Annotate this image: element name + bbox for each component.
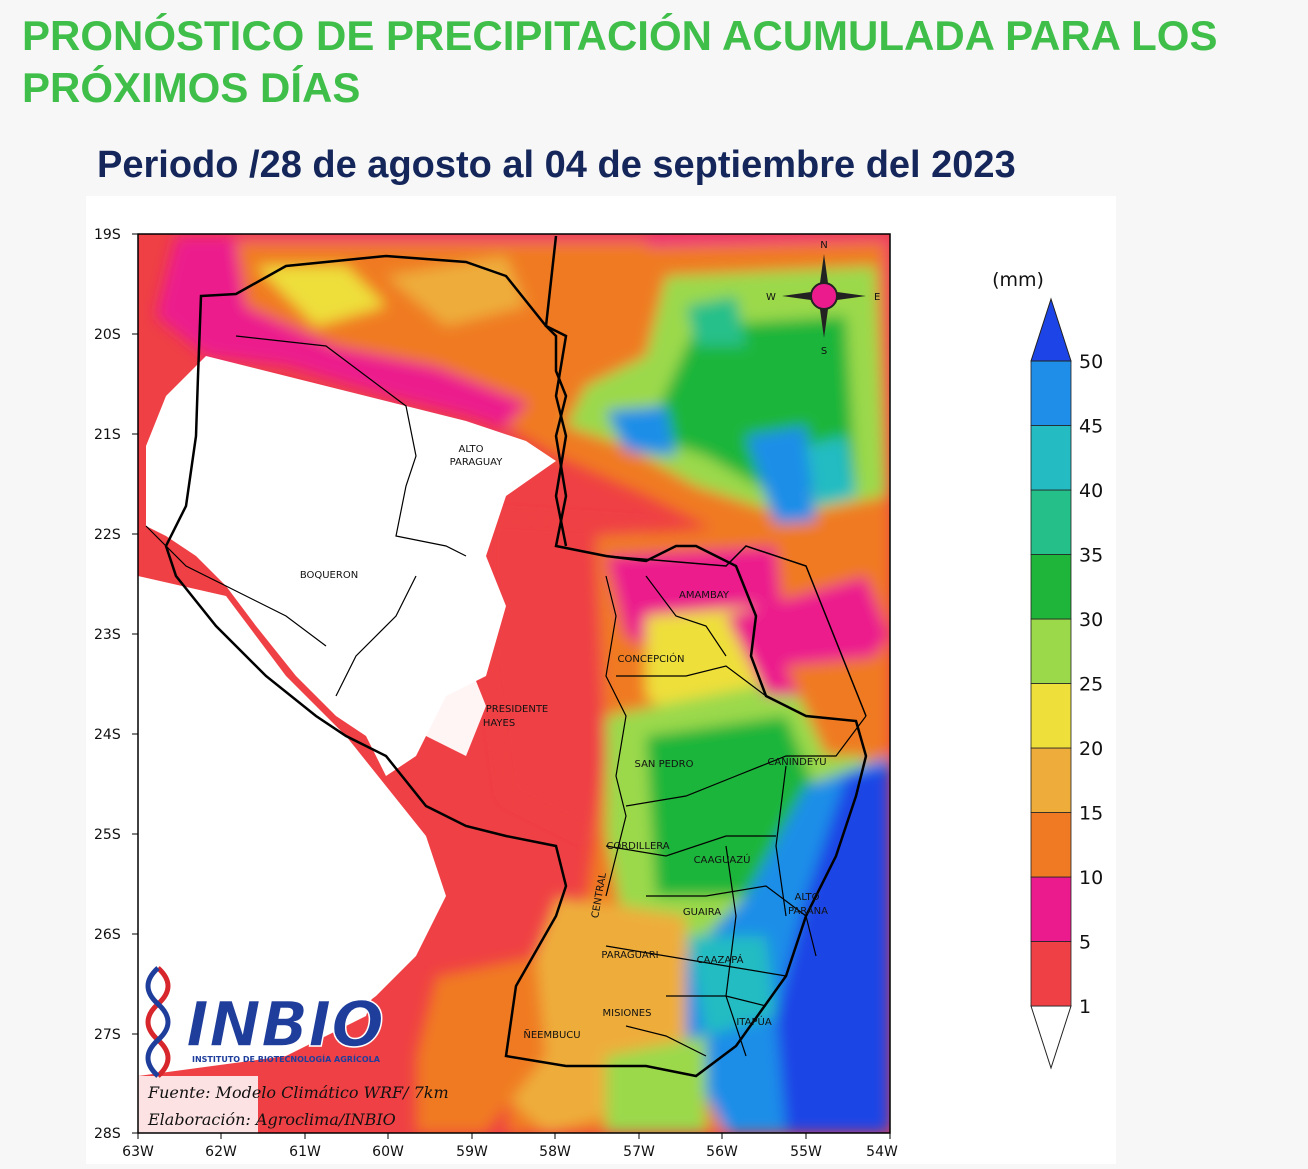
lat-tick-label: 19S [94,227,121,243]
legend-swatch [1030,360,1072,426]
dept-label-guaira: GUAIRA [683,907,721,918]
dept-label-paraguari: PARAGUARI [601,950,658,961]
lon-tick-label: 55W [790,1144,822,1160]
compass-n-label: N [820,240,827,251]
legend-tick-label: 40 [1079,480,1103,502]
legend-tick-label: 35 [1079,545,1103,567]
legend-tick-label: 15 [1079,803,1103,825]
compass-center-icon [810,282,838,310]
dept-label-canindeyu: CANINDEYU [767,757,826,768]
page-title: PRONÓSTICO DE PRECIPITACIÓN ACUMULADA PA… [22,12,1218,111]
dept-label-caaguazu: CAAGUAZÚ [694,853,751,866]
lat-tick-label: 26S [94,927,121,943]
lat-tick-label: 24S [94,727,121,743]
dna-helix-icon [145,966,171,1078]
dept-label-presidente-hayes: PRESIDENTE HAYES [483,704,548,729]
longitude-ticks: 63W 62W 61W 60W 59W 58W 57W 56W 55W 54W [122,1133,898,1160]
lon-tick-label: 63W [122,1144,154,1160]
legend-swatch [1030,489,1072,555]
legend-swatch [1030,554,1072,620]
source-credit: Fuente: Modelo Climático WRF/ 7km [147,1083,449,1102]
compass-north-needle-icon [819,254,829,290]
precipitation-field [138,234,890,1133]
legend-tick-label: 20 [1079,738,1103,760]
borders [145,235,868,1078]
dept-label-boqueron: BOQUERON [300,570,358,581]
dept-label-amambay: AMAMBAY [679,590,730,601]
compass-south-needle-icon [819,302,829,338]
inbio-logo-subtitle: INSTITUTO DE BIOTECNOLOGÍA AGRÍCOLA [192,1053,381,1064]
legend-tick-label: 5 [1079,932,1091,954]
legend-below-min-arrow [1030,1005,1072,1070]
dept-label-caazapa: CAAZAPÁ [697,953,744,966]
lon-tick-label: 54W [866,1144,898,1160]
period-subtitle: Periodo /28 de agosto al 04 de septiembr… [97,144,1016,186]
legend-tick-label: 1 [1079,996,1091,1018]
legend-tick-label: 30 [1079,609,1103,631]
legend-tick-label: 25 [1079,674,1103,696]
lat-tick-label: 27S [94,1027,121,1043]
department-labels: ALTO PARAGUAY BOQUERON PRESIDENTE HAYES AM… [300,444,828,1041]
plot-frame [137,233,891,1134]
compass-s-label: S [821,346,827,357]
dept-label-alto-parana: ALTO PARANA [788,892,828,917]
legend-tick-label: 50 [1079,351,1103,373]
legend-swatch [1030,683,1072,749]
lon-tick-label: 57W [623,1144,655,1160]
elaboration-credit: Elaboración: Agroclima/INBIO [147,1110,396,1129]
legend-swatch [1030,812,1072,878]
compass-west-needle-icon [782,291,818,301]
legend-swatch [1030,876,1072,942]
forecast-figure: 19S 20S 21S 22S 23S 24S 25S 26S 27S 28S … [86,196,1116,1164]
legend-tick-label: 45 [1079,416,1103,438]
lat-tick-label: 22S [94,527,121,543]
compass-rose: N S E W [766,240,880,357]
lon-tick-label: 62W [205,1144,237,1160]
legend-above-max-arrow [1030,297,1072,362]
dept-label-misiones: MISIONES [603,1008,652,1019]
lon-tick-label: 59W [456,1144,488,1160]
compass-w-label: W [766,292,776,303]
legend-swatch [1030,425,1072,491]
lat-tick-label: 20S [94,327,121,343]
lon-tick-label: 60W [372,1144,404,1160]
dept-label-alto-paraguay: ALTO PARAGUAY [450,444,504,468]
legend-swatch [1030,747,1072,813]
dept-label-concepcion: CONCEPCIÓN [618,652,685,665]
legend-swatch [1030,941,1072,1007]
lon-tick-label: 58W [539,1144,571,1160]
legend-tick-label: 10 [1079,867,1103,889]
compass-e-label: E [874,292,880,303]
legend-unit: (mm) [992,269,1044,291]
compass-east-needle-icon [830,291,866,301]
lat-tick-label: 28S [94,1126,121,1142]
dept-label-cordillera: CORDILLERA [606,841,669,852]
dept-label-san-pedro: SAN PEDRO [635,759,694,770]
lat-tick-label: 25S [94,827,121,843]
lat-tick-label: 23S [94,627,121,643]
legend-swatch [1030,618,1072,684]
dept-label-itapua: ITAPÚA [736,1015,771,1028]
forecast-map-svg: 19S 20S 21S 22S 23S 24S 25S 26S 27S 28S … [94,227,1103,1160]
inbio-logo: INBIO INSTITUTO DE BIOTECNOLOGÍA AGRÍCOL… [145,966,385,1078]
lon-tick-label: 61W [289,1144,321,1160]
lat-tick-label: 21S [94,427,121,443]
inbio-logo-text: INBIO [186,988,384,1061]
lon-tick-label: 56W [706,1144,738,1160]
dept-label-neembucu: ÑEEMBUCU [523,1028,580,1041]
latitude-ticks: 19S 20S 21S 22S 23S 24S 25S 26S 27S 28S [94,227,138,1142]
